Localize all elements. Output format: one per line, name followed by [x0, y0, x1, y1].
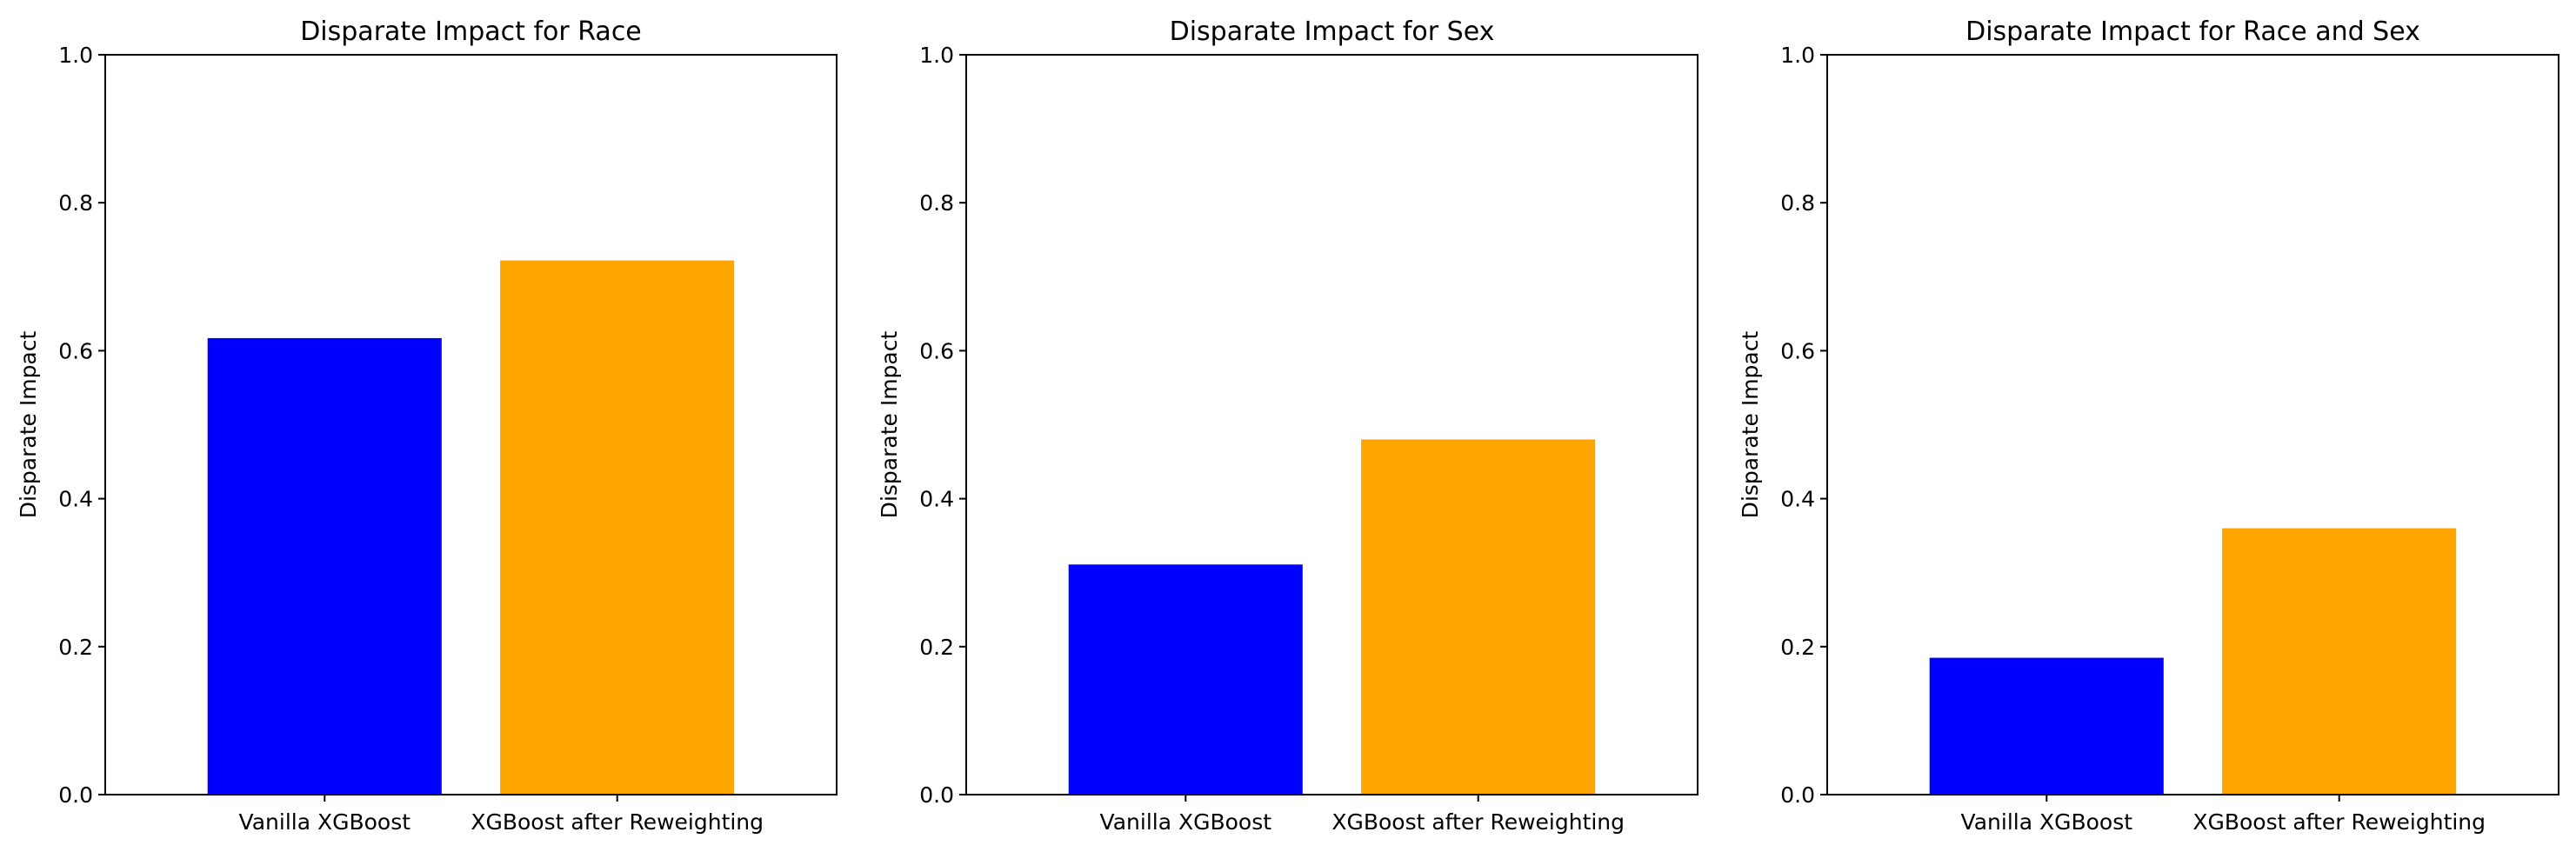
y-tick-label: 0.2 — [58, 635, 93, 660]
x-tick-label: Vanilla XGBoost — [1961, 809, 2133, 835]
y-axis-label: Disparate Impact — [1738, 331, 1763, 519]
y-tick-label: 1.0 — [58, 43, 93, 68]
x-tick-label: Vanilla XGBoost — [239, 809, 411, 835]
bar-1 — [207, 337, 442, 795]
y-axis-label: Disparate Impact — [877, 331, 902, 519]
axes-frame — [104, 54, 838, 795]
y-tick-label: 0.0 — [919, 782, 954, 808]
x-tick-label: Vanilla XGBoost — [1100, 809, 1272, 835]
bar-2 — [500, 260, 735, 795]
y-tick-label: 0.8 — [919, 190, 954, 216]
chart-panel-3: Vanilla XGBoost XGBoost after Reweighting… — [1738, 17, 2559, 835]
y-tick-label: 0.6 — [58, 338, 93, 363]
x-tick-label: XGBoost after Reweighting — [470, 809, 764, 835]
y-tick-label: 1.0 — [919, 43, 954, 68]
chart-title: Disparate Impact for Sex — [1170, 17, 1495, 47]
bar-1 — [1068, 564, 1303, 795]
chart-panel-1: Vanilla XGBoost XGBoost after Reweighting… — [16, 17, 838, 835]
chart-title: Disparate Impact for Race — [300, 17, 642, 47]
y-tick-label: 0.2 — [919, 635, 954, 660]
bar-2 — [1361, 439, 1596, 795]
x-tick-label: XGBoost after Reweighting — [2192, 809, 2486, 835]
chart-panel-2: Vanilla XGBoost XGBoost after Reweighting… — [877, 17, 1698, 835]
y-tick-label: 0.0 — [58, 782, 93, 808]
y-tick-label: 0.4 — [919, 487, 954, 512]
y-tick-label: 0.8 — [58, 190, 93, 216]
y-tick-label: 1.0 — [1780, 43, 1815, 68]
y-tick-label: 0.4 — [1780, 487, 1815, 512]
y-tick-label: 0.0 — [1780, 782, 1815, 808]
y-tick-label: 0.6 — [919, 338, 954, 363]
y-tick-label: 0.6 — [1780, 338, 1815, 363]
y-tick-label: 0.2 — [1780, 635, 1815, 660]
y-tick-label: 0.4 — [58, 487, 93, 512]
bar-1 — [1929, 657, 2164, 795]
x-tick-label: XGBoost after Reweighting — [1331, 809, 1625, 835]
y-axis-label: Disparate Impact — [16, 331, 41, 519]
axes-frame — [1826, 54, 2559, 795]
chart-title: Disparate Impact for Race and Sex — [1965, 17, 2420, 47]
bar-2 — [2222, 528, 2457, 795]
y-tick-label: 0.8 — [1780, 190, 1815, 216]
axes-frame — [965, 54, 1698, 795]
